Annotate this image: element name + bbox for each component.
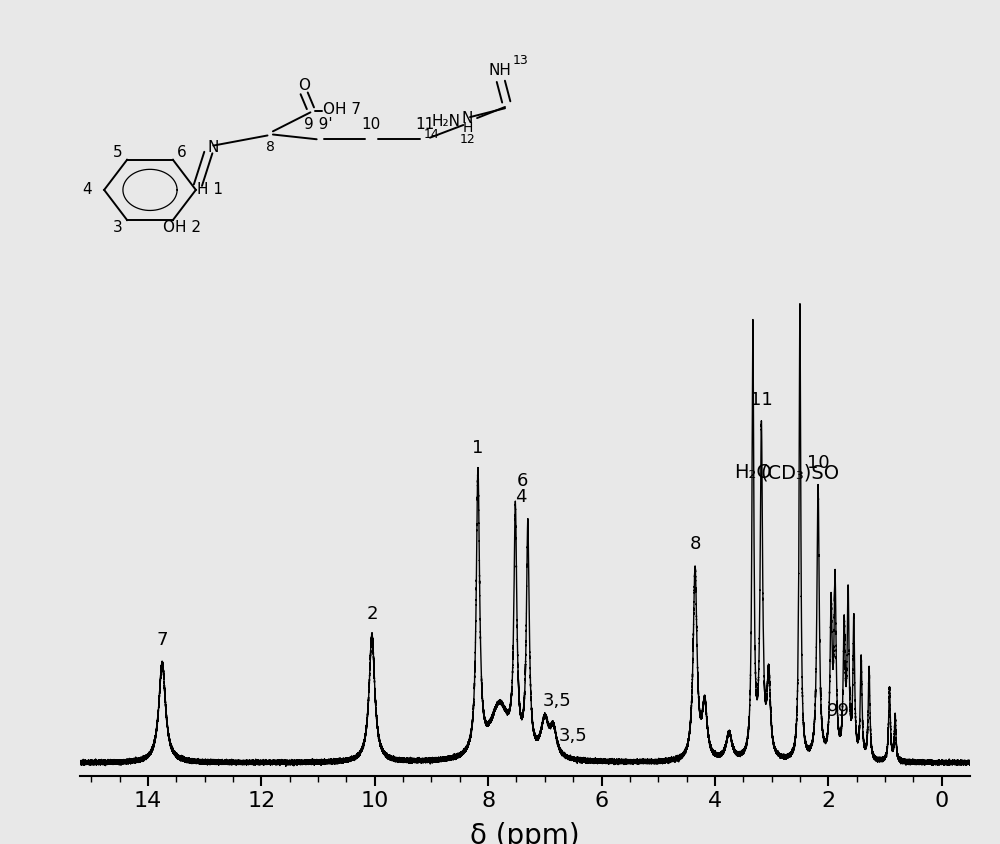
Text: 7: 7 xyxy=(156,630,168,648)
Text: H₂N: H₂N xyxy=(431,114,460,129)
Text: (CD₃)SO: (CD₃)SO xyxy=(760,463,839,483)
Text: H 1: H 1 xyxy=(197,182,223,197)
Text: OH 2: OH 2 xyxy=(163,220,201,235)
Text: OH 7: OH 7 xyxy=(323,101,361,116)
Text: 3,5: 3,5 xyxy=(543,692,572,710)
Text: 99': 99' xyxy=(827,701,855,720)
Text: 8: 8 xyxy=(266,140,275,154)
Text: 6: 6 xyxy=(177,145,187,160)
Text: NH: NH xyxy=(489,63,511,78)
Text: N: N xyxy=(208,139,219,154)
Text: 12: 12 xyxy=(460,133,475,146)
Text: 4: 4 xyxy=(515,489,527,506)
Text: 9 9': 9 9' xyxy=(304,117,333,133)
Text: 10: 10 xyxy=(361,117,380,133)
Text: 5: 5 xyxy=(113,145,123,160)
Text: 3: 3 xyxy=(113,220,123,235)
Text: H₂O: H₂O xyxy=(734,463,772,483)
Text: 2: 2 xyxy=(366,605,378,623)
Text: 6: 6 xyxy=(516,472,528,490)
Text: 8: 8 xyxy=(689,535,701,553)
Text: H: H xyxy=(462,122,473,135)
Text: 3,5: 3,5 xyxy=(559,727,588,744)
Text: 14: 14 xyxy=(423,128,439,141)
Text: 10: 10 xyxy=(807,454,829,472)
Text: 11: 11 xyxy=(750,391,773,408)
X-axis label: δ (ppm): δ (ppm) xyxy=(470,822,580,844)
Text: 1: 1 xyxy=(472,439,484,457)
Text: O: O xyxy=(298,78,310,93)
Text: 11: 11 xyxy=(415,117,435,133)
Text: N: N xyxy=(462,111,473,126)
Text: 4: 4 xyxy=(82,182,91,197)
Text: 13: 13 xyxy=(513,54,529,67)
